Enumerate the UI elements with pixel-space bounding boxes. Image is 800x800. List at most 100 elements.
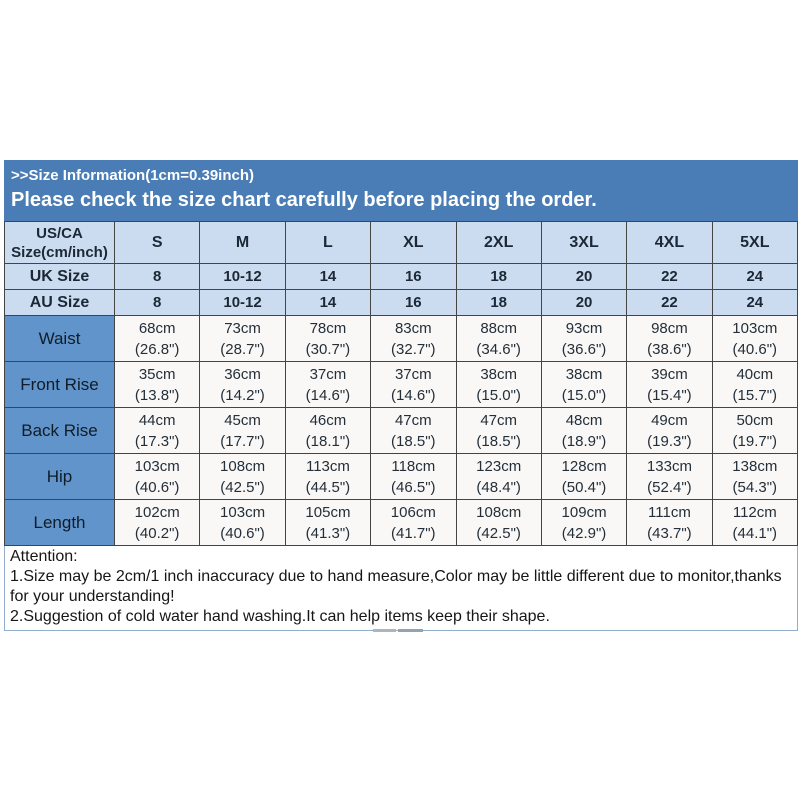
- measurement-label: Waist: [4, 315, 115, 362]
- measurement-cell: 108cm (42.5"): [455, 499, 542, 546]
- measurement-cell: 38cm (15.0"): [540, 361, 628, 408]
- attention-note-2: 2.Suggestion of cold water hand washing.…: [10, 608, 550, 625]
- size-value-cell: 14: [284, 289, 372, 316]
- cm-value: 39cm: [651, 365, 688, 383]
- cm-value: 44cm: [138, 411, 176, 429]
- size-value-cell: 16: [370, 289, 457, 316]
- size-value-cell: 8: [113, 289, 201, 316]
- size-value-cell: 16: [370, 263, 457, 290]
- size-value-cell: 18: [455, 263, 542, 290]
- cm-value: 45cm: [224, 411, 261, 429]
- cm-value: 48cm: [565, 411, 603, 429]
- attention-note-1: 1.Size may be 2cm/1 inch inaccuracy due …: [10, 568, 782, 605]
- measurement-cell: 47cm (18.5"): [455, 407, 542, 454]
- au-size-row: AU Size 8 10-12 14 16 18 20 22 24: [4, 289, 799, 316]
- size-col-header: L: [284, 221, 372, 264]
- measurement-label: Front Rise: [4, 361, 115, 408]
- measurement-cell: 118cm (46.5"): [370, 453, 457, 500]
- cm-value: 40cm: [736, 365, 774, 383]
- measurement-cell: 78cm (30.7"): [284, 315, 372, 362]
- measurement-cell: 40cm (15.7"): [711, 361, 799, 408]
- cm-value: 50cm: [736, 411, 774, 429]
- size-check-notice: Please check the size chart carefully be…: [11, 189, 597, 211]
- measurement-cell: 49cm (19.3"): [626, 407, 713, 454]
- size-value-cell: 18: [455, 289, 542, 316]
- measurement-cell: 133cm (52.4"): [626, 453, 713, 500]
- dash-mark-1: [373, 629, 396, 632]
- measurement-cell: 138cm (54.3"): [711, 453, 799, 500]
- inch-value: (17.3"): [134, 432, 180, 450]
- measurement-cell: 103cm (40.6"): [711, 315, 799, 362]
- size-col-header: M: [199, 221, 286, 264]
- measurement-cell: 50cm (19.7"): [711, 407, 799, 454]
- inch-value: (46.5"): [391, 478, 436, 496]
- cm-value: 128cm: [561, 457, 607, 475]
- measurement-cell: 103cm (40.6"): [113, 453, 201, 500]
- cm-value: 103cm: [732, 319, 778, 337]
- measurement-cell: 48cm (18.9"): [540, 407, 628, 454]
- measurement-cell: 46cm (18.1"): [284, 407, 372, 454]
- measurement-cell: 109cm (42.9"): [540, 499, 628, 546]
- corner-header: US/CA Size(cm/inch): [4, 221, 115, 264]
- size-col-header: 4XL: [626, 221, 713, 264]
- measurement-cell: 123cm (48.4"): [455, 453, 542, 500]
- size-value-cell: 24: [711, 263, 799, 290]
- inch-value: (15.0"): [561, 386, 607, 404]
- size-col-header: 2XL: [455, 221, 542, 264]
- size-value-cell: 8: [113, 263, 201, 290]
- cm-value: 98cm: [651, 319, 688, 337]
- inch-value: (19.7"): [732, 432, 778, 450]
- cm-value: 111cm: [648, 503, 691, 521]
- cm-value: 36cm: [224, 365, 261, 383]
- inch-value: (32.7"): [391, 340, 436, 358]
- inch-value: (30.7"): [305, 340, 351, 358]
- measurement-cell: 68cm (26.8"): [113, 315, 201, 362]
- measurement-cell: 106cm (41.7"): [370, 499, 457, 546]
- inch-value: (42.5"): [476, 524, 521, 542]
- cm-value: 83cm: [394, 319, 432, 337]
- inch-value: (42.5"): [220, 478, 265, 496]
- cm-value: 106cm: [390, 503, 436, 521]
- measurement-cell: 93cm (36.6"): [540, 315, 628, 362]
- measurement-row: Hip 103cm (40.6") 108cm (42.5") 113cm (44.5") 1…: [4, 453, 799, 500]
- measurement-label: Length: [4, 499, 115, 546]
- measurement-cell: 105cm (41.3"): [284, 499, 372, 546]
- cm-value: 46cm: [309, 411, 347, 429]
- inch-value: (41.7"): [391, 524, 436, 542]
- inch-value: (44.5"): [305, 478, 351, 496]
- measurement-cell: 112cm (44.1"): [711, 499, 799, 546]
- inch-value: (44.1"): [732, 524, 778, 542]
- cm-value: 118cm: [391, 457, 436, 475]
- cm-value: 138cm: [732, 457, 778, 475]
- inch-value: (15.7"): [732, 386, 778, 404]
- inch-value: (40.2"): [134, 524, 180, 542]
- measurement-cell: 108cm (42.5"): [199, 453, 286, 500]
- size-info-title: >>Size Information(1cm=0.39inch): [11, 167, 254, 184]
- cm-value: 73cm: [224, 319, 261, 337]
- cm-value: 88cm: [480, 319, 518, 337]
- measurement-cell: 38cm (15.0"): [455, 361, 542, 408]
- inch-value: (54.3"): [732, 478, 778, 496]
- attention-note: Attention: 1.Size may be 2cm/1 inch inac…: [4, 546, 798, 631]
- cm-value: 102cm: [134, 503, 180, 521]
- measurement-cell: 128cm (50.4"): [540, 453, 628, 500]
- cm-value: 37cm: [309, 365, 347, 383]
- size-value-cell: 14: [284, 263, 372, 290]
- measurement-label: Hip: [4, 453, 115, 500]
- inch-value: (14.6"): [305, 386, 351, 404]
- cm-value: 37cm: [394, 365, 432, 383]
- inch-value: (36.6"): [561, 340, 607, 358]
- size-row-label: UK Size: [4, 263, 115, 290]
- inch-value: (15.4"): [647, 386, 692, 404]
- cm-value: 35cm: [138, 365, 176, 383]
- size-value-cell: 20: [540, 263, 628, 290]
- inch-value: (14.2"): [220, 386, 265, 404]
- inch-value: (52.4"): [647, 478, 692, 496]
- inch-value: (48.4"): [476, 478, 521, 496]
- cm-value: 108cm: [476, 503, 522, 521]
- cm-value: 133cm: [646, 457, 692, 475]
- measurement-cell: 37cm (14.6"): [370, 361, 457, 408]
- size-col-header: S: [113, 221, 201, 264]
- measurement-row: Front Rise 35cm (13.8") 36cm (14.2") 37cm (14.…: [4, 361, 799, 408]
- inch-value: (18.5"): [476, 432, 521, 450]
